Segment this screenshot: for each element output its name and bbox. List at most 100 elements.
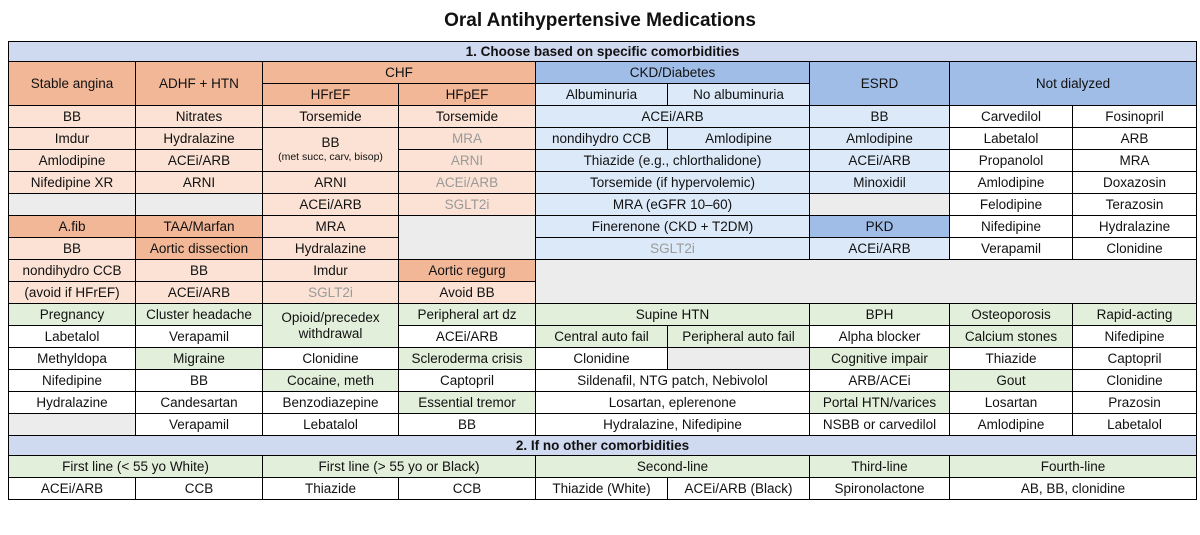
- header-aortic-regurg: Aortic regurg: [398, 259, 536, 282]
- header-hfref: HFrEF: [262, 83, 399, 106]
- cell: Clonidine: [1071, 237, 1198, 260]
- cell: ARNI: [135, 171, 263, 194]
- cell: SGLT2i: [535, 237, 810, 260]
- cell: Hydralazine: [262, 237, 399, 260]
- header-ckd-diabetes: CKD/Diabetes: [535, 61, 810, 84]
- cell: Labetalol: [949, 127, 1073, 150]
- header-first-line-white: First line (< 55 yo White): [8, 455, 263, 478]
- cell: MRA: [1071, 149, 1198, 172]
- cell: Minoxidil: [809, 171, 950, 194]
- cell: ACEi/ARB: [262, 193, 399, 216]
- cell: Hydralazine: [135, 127, 263, 150]
- cell: SGLT2i: [262, 281, 399, 304]
- cell: Finerenone (CKD + T2DM): [535, 215, 810, 238]
- cell: ACEi/ARB: [809, 237, 950, 260]
- cell: Torsemide (if hypervolemic): [535, 171, 810, 194]
- header-no-albuminuria: No albuminuria: [667, 83, 810, 106]
- cell: Labetalol: [8, 325, 136, 348]
- header-central-auto-fail: Central auto fail: [535, 325, 668, 348]
- cell: Verapamil: [949, 237, 1073, 260]
- cell: Fosinopril: [1071, 105, 1198, 128]
- cell: NSBB or carvedilol: [809, 413, 950, 436]
- header-gout: Gout: [949, 369, 1073, 392]
- header-chf: CHF: [262, 61, 536, 84]
- empty-cell: [8, 413, 136, 436]
- cell: Torsemide: [398, 105, 536, 128]
- header-adhf-htn: ADHF + HTN: [135, 61, 263, 106]
- cell: Imdur: [262, 259, 399, 282]
- cell: ARB: [1071, 127, 1198, 150]
- cell: Verapamil: [135, 325, 263, 348]
- header-albuminuria: Albuminuria: [535, 83, 668, 106]
- cell: Thiazide: [949, 347, 1073, 370]
- section-2-header: 2. If no other comorbidities: [7, 435, 1198, 456]
- cell: BB: [135, 259, 263, 282]
- cell: ACEi/ARB: [8, 477, 136, 500]
- header-osteoporosis: Osteoporosis: [949, 303, 1073, 326]
- cell: MRA (eGFR 10–60): [535, 193, 810, 216]
- header-not-dialyzed: Not dialyzed: [948, 61, 1198, 106]
- cell: ACEi/ARB (Black): [667, 477, 810, 500]
- cell: Hydralazine, Nifedipine: [535, 413, 810, 436]
- cell: Amlodipine: [949, 171, 1073, 194]
- header-third-line: Third-line: [809, 455, 950, 478]
- header-first-line-black: First line (> 55 yo or Black): [262, 455, 536, 478]
- section-1-header: 1. Choose based on specific comorbiditie…: [7, 41, 1198, 62]
- cell: Clonidine: [1071, 369, 1198, 392]
- cell: Amlodipine: [809, 127, 950, 150]
- cell: BB: [809, 105, 950, 128]
- cell: Nifedipine XR: [8, 171, 136, 194]
- cell: ARNI: [398, 149, 536, 172]
- header-stable-angina: Stable angina: [8, 61, 136, 106]
- cell-afib-note: (avoid if HFrEF): [8, 281, 136, 304]
- header-esrd: ESRD: [809, 61, 950, 106]
- header-pregnancy: Pregnancy: [8, 303, 136, 326]
- header-calcium-stones: Calcium stones: [949, 325, 1073, 348]
- cell: MRA: [262, 215, 399, 238]
- cell: Nifedipine: [949, 215, 1073, 238]
- header-peripheral-auto-fail: Peripheral auto fail: [667, 325, 810, 348]
- cell: Spironolactone: [809, 477, 950, 500]
- page-title: Oral Antihypertensive Medications: [444, 10, 756, 31]
- cell: Hydralazine: [8, 391, 136, 414]
- cell: Methyldopa: [8, 347, 136, 370]
- cell: Propanolol: [949, 149, 1073, 172]
- header-rapid-acting: Rapid-acting: [1071, 303, 1198, 326]
- cell: ARB/ACEi: [809, 369, 950, 392]
- cell-text: BB: [321, 135, 340, 150]
- header-cognitive-impair: Cognitive impair: [809, 347, 950, 370]
- cell: ARNI: [262, 171, 399, 194]
- header-essential-tremor: Essential tremor: [398, 391, 536, 414]
- cell: Thiazide (White): [535, 477, 668, 500]
- cell: Labetalol: [1071, 413, 1198, 436]
- cell: ACEi/ARB: [135, 149, 263, 172]
- cell: Avoid BB: [398, 281, 536, 304]
- cell: Carvedilol: [949, 105, 1073, 128]
- cell: ACEi/ARB: [135, 281, 263, 304]
- cell: Sildenafil, NTG patch, Nebivolol: [535, 369, 810, 392]
- cell: Amlodipine: [667, 127, 810, 150]
- cell: Benzodiazepine: [262, 391, 399, 414]
- header-hfpef: HFpEF: [398, 83, 536, 106]
- empty-cell: [398, 215, 536, 260]
- cell: Captopril: [1071, 347, 1198, 370]
- header-opioid-withdrawal: Opioid/precedex withdrawal: [262, 303, 399, 348]
- header-bph: BPH: [809, 303, 950, 326]
- cell: Amlodipine: [8, 149, 136, 172]
- cell: BB: [398, 413, 536, 436]
- cell: Felodipine: [949, 193, 1073, 216]
- cell: ACEi/ARB: [809, 149, 950, 172]
- cell: Lebatalol: [262, 413, 399, 436]
- cell: Amlodipine: [949, 413, 1073, 436]
- header-migraine: Migraine: [135, 347, 263, 370]
- cell: Captopril: [398, 369, 536, 392]
- cell: Thiazide: [262, 477, 399, 500]
- cell-afib-ccb: nondihydro CCB: [8, 259, 136, 282]
- header-second-line: Second-line: [535, 455, 810, 478]
- cell: BB: [135, 369, 263, 392]
- cell: Prazosin: [1071, 391, 1198, 414]
- header-scleroderma-crisis: Scleroderma crisis: [398, 347, 536, 370]
- header-taa-marfan: TAA/Marfan: [135, 215, 263, 238]
- cell: BB: [8, 237, 136, 260]
- cell: Nifedipine: [8, 369, 136, 392]
